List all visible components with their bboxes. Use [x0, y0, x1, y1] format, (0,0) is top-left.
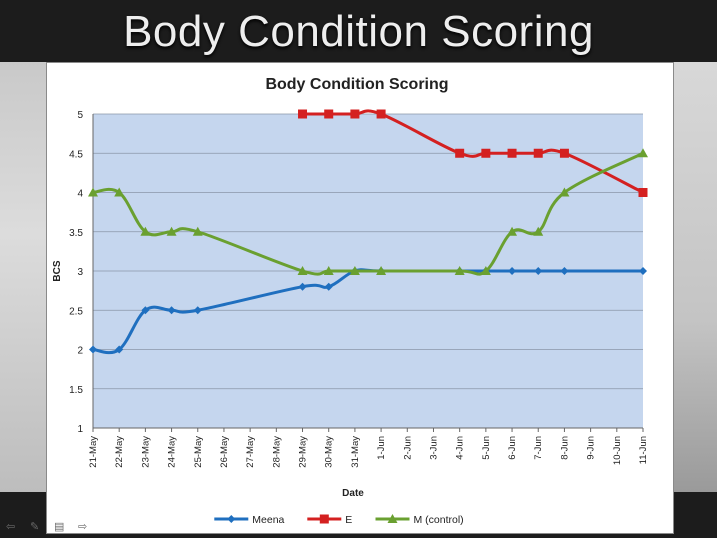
data-point	[560, 267, 569, 275]
data-point	[376, 266, 387, 275]
chart-title: Body Condition Scoring	[265, 76, 448, 93]
data-point	[559, 187, 570, 197]
x-tick-label: 5-Jun	[481, 436, 492, 460]
x-tick-label: 7-Jun	[533, 436, 544, 460]
data-point	[88, 187, 98, 197]
y-tick-label: 4.5	[69, 149, 83, 160]
y-tick-label: 3.5	[69, 228, 83, 239]
x-tick-label: 28-May	[271, 436, 282, 468]
series-e	[298, 109, 648, 197]
series-m-control	[88, 148, 648, 276]
data-point	[324, 282, 333, 291]
x-tick-label: 30-May	[324, 436, 335, 468]
y-tick-label: 2.5	[69, 306, 83, 317]
data-point	[454, 266, 465, 275]
data-point	[193, 306, 202, 315]
x-tick-label: 2-Jun	[402, 436, 413, 460]
data-point	[638, 148, 648, 158]
data-point	[141, 306, 150, 315]
legend-item: Meena	[214, 514, 285, 526]
x-tick-label: 1-Jun	[376, 436, 387, 460]
legend-item: M (control)	[375, 514, 464, 526]
x-tick-label: 3-Jun	[428, 436, 439, 460]
data-point	[376, 109, 386, 119]
y-tick-label: 4	[77, 189, 83, 200]
data-point	[297, 266, 308, 275]
data-point	[140, 226, 151, 236]
legend: Meena E M (control)	[214, 514, 464, 526]
data-point	[480, 266, 491, 275]
chart: Body Condition Scoring 1 1.5 2 2.5 3 3.5 4 4.5 5…	[52, 76, 649, 526]
data-point	[533, 226, 544, 236]
data-point	[387, 514, 398, 523]
x-tick-label: 27-May	[245, 436, 256, 468]
data-point	[534, 267, 543, 275]
data-point	[114, 187, 125, 197]
data-point	[507, 148, 517, 158]
x-tick-label: 29-May	[298, 436, 309, 468]
legend-item: E	[307, 514, 352, 526]
x-tick-label: 26-May	[219, 436, 230, 468]
data-point	[298, 109, 308, 119]
data-point	[455, 148, 465, 158]
x-tick-label: 6-Jun	[507, 436, 518, 460]
prev-slide-icon[interactable]: ⇦	[6, 521, 16, 533]
legend-label: Meena	[252, 514, 284, 526]
slide-title: Body Condition Scoring	[123, 7, 594, 56]
y-tick-label: 2	[77, 346, 83, 357]
legend-label: M (control)	[414, 514, 464, 526]
x-tick-label: 24-May	[167, 436, 178, 468]
x-tick-label: 21-May	[88, 436, 99, 468]
x-tick-label: 11-Jun	[638, 436, 649, 464]
x-tick-label: 4-Jun	[455, 436, 466, 460]
data-point	[507, 226, 518, 236]
x-tick-label: 31-May	[350, 436, 361, 468]
data-point	[166, 226, 177, 236]
y-tick-label: 1.5	[69, 385, 83, 396]
x-tick-label: 23-May	[140, 436, 151, 468]
data-point	[349, 266, 360, 275]
background-panel-right	[674, 62, 717, 492]
data-point	[559, 148, 569, 158]
data-point	[227, 515, 236, 523]
menu-icon[interactable]: ▤	[54, 521, 65, 533]
x-axis-label: Date	[342, 488, 364, 499]
background-panel-left	[0, 62, 46, 492]
data-point	[324, 109, 334, 119]
data-point	[89, 345, 97, 354]
x-tick-label: 22-May	[114, 436, 125, 468]
data-point	[323, 266, 334, 275]
data-point	[167, 306, 176, 315]
data-point	[638, 188, 648, 197]
data-point	[192, 226, 203, 236]
y-tick-label: 5	[77, 110, 83, 121]
x-tick-label: 25-May	[193, 436, 204, 468]
pen-icon[interactable]: ✎	[30, 521, 40, 533]
data-point	[508, 267, 517, 275]
plot-area: 1 1.5 2 2.5 3 3.5 4 4.5 5 21-May 22-May 23-May 24-Ma…	[69, 109, 649, 468]
series-line	[301, 109, 645, 194]
chart-frame: Body Condition Scoring 1 1.5 2 2.5 3 3.5 4 4.5 5…	[46, 62, 674, 534]
y-tick-label: 1	[77, 424, 83, 435]
data-point	[115, 345, 124, 354]
data-point	[350, 109, 360, 119]
data-point	[639, 267, 647, 275]
legend-label: E	[345, 514, 352, 526]
data-point	[298, 282, 307, 291]
data-point	[533, 148, 543, 158]
data-point	[319, 514, 329, 524]
y-tick-label: 3	[77, 267, 83, 278]
next-slide-icon[interactable]: ⇨	[78, 521, 88, 533]
x-tick-label: 9-Jun	[586, 436, 597, 460]
x-tick-label: 10-Jun	[612, 436, 623, 465]
x-tick-label: 8-Jun	[559, 436, 570, 460]
y-axis-label: BCS	[52, 260, 63, 281]
data-point	[481, 148, 491, 158]
